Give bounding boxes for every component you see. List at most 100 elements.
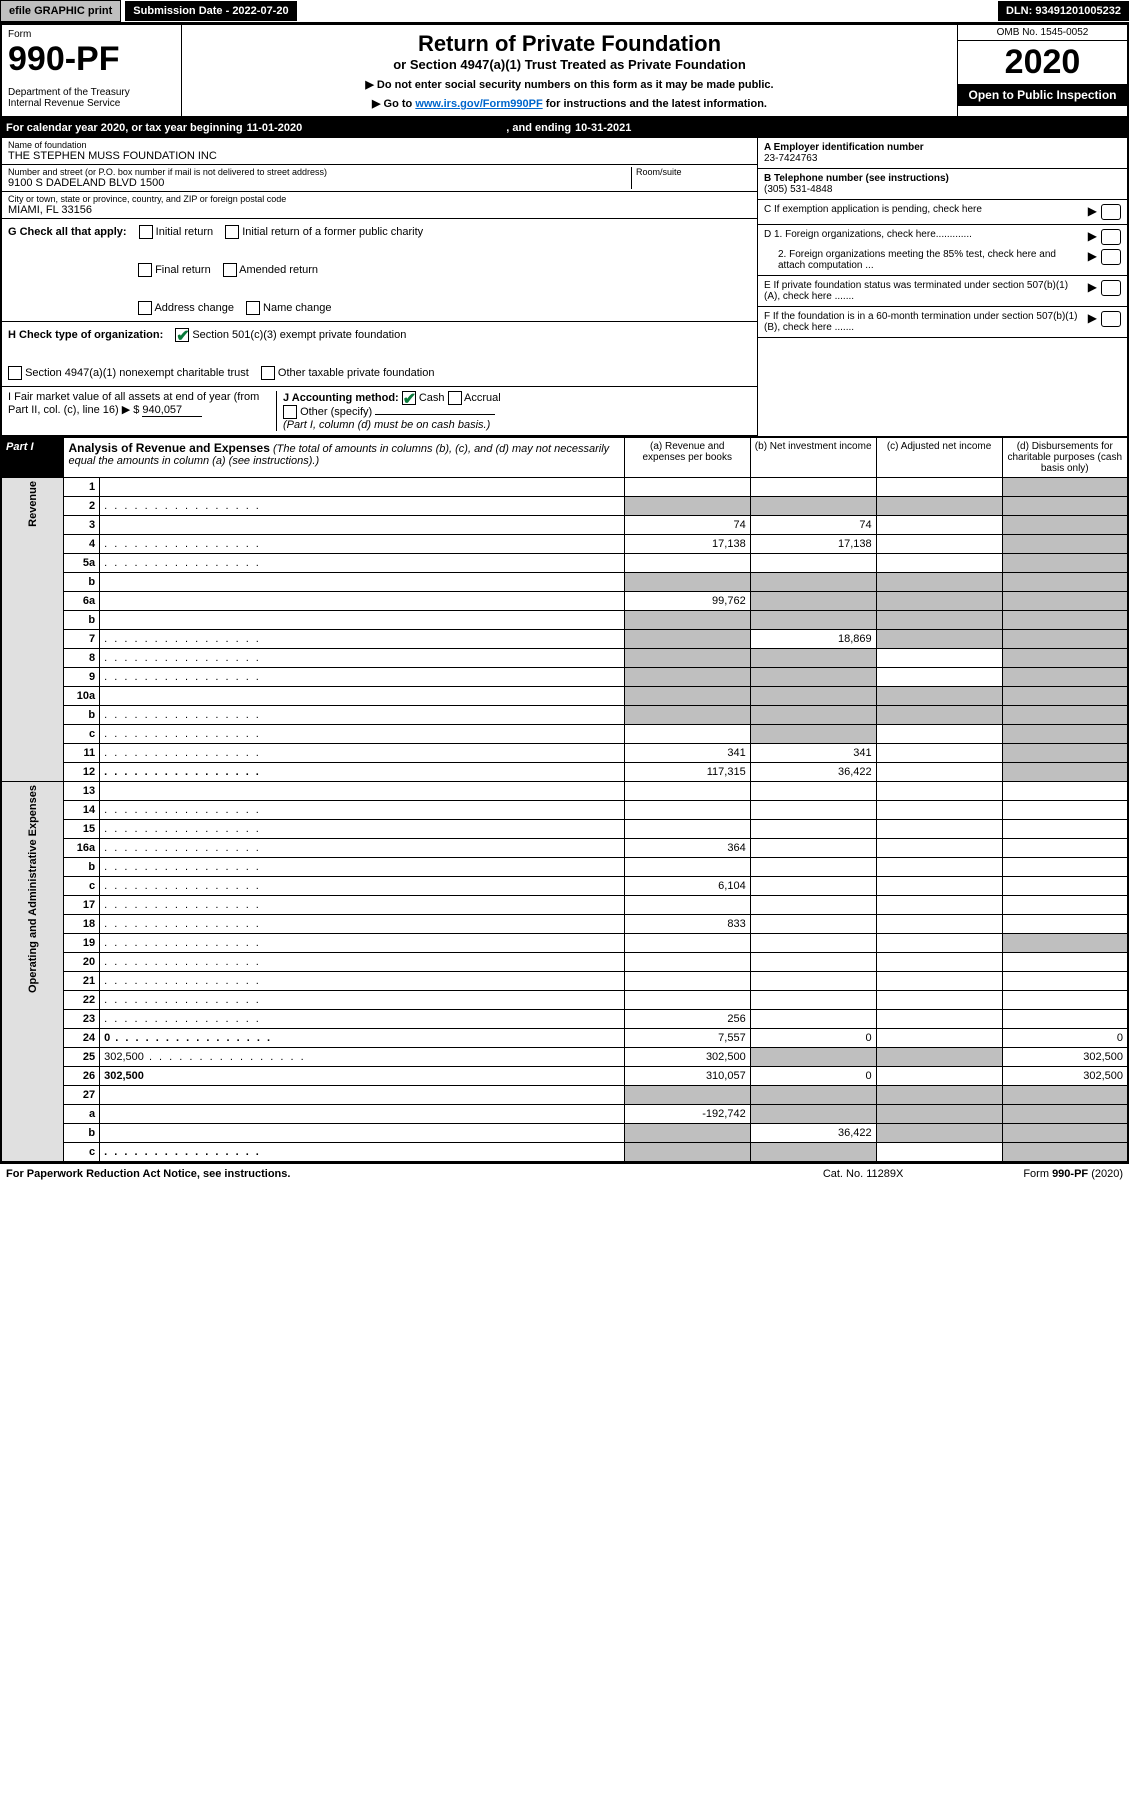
amount-col-c [876,592,1002,611]
efile-print-button[interactable]: efile GRAPHIC print [0,0,121,22]
table-row: Operating and Administrative Expenses13 [1,782,1128,801]
cash-checkbox[interactable] [402,391,416,405]
amount-col-b: 0 [750,1067,876,1086]
amount-col-c [876,725,1002,744]
part1-table: Part I Analysis of Revenue and Expenses … [0,436,1129,1163]
table-row: 37474 [1,516,1128,535]
amended-return-checkbox[interactable] [223,263,237,277]
amount-col-b [750,820,876,839]
open-inspection: Open to Public Inspection [958,84,1127,106]
line-description [100,782,625,801]
part1-title: Analysis of Revenue and Expenses [68,441,269,455]
f-checkbox[interactable] [1101,311,1121,327]
amount-col-b: 74 [750,516,876,535]
line-description [100,763,625,782]
line-description [100,611,625,630]
address-change-checkbox[interactable] [138,301,152,315]
d-block: D 1. Foreign organizations, check here..… [758,225,1127,276]
amount-col-d [1002,820,1128,839]
amount-col-d [1002,1086,1128,1105]
d1-checkbox[interactable] [1101,229,1121,245]
line-description [100,497,625,516]
amount-col-b: 0 [750,1029,876,1048]
g-check-row: G Check all that apply: Initial return I… [2,219,757,322]
initial-former-checkbox[interactable] [225,225,239,239]
501c3-checkbox[interactable] [175,328,189,342]
line-description [100,687,625,706]
amount-col-d [1002,725,1128,744]
amount-col-c [876,687,1002,706]
amount-col-a [624,611,750,630]
address: 9100 S DADELAND BLVD 1500 [8,177,631,189]
amount-col-c [876,497,1002,516]
amount-col-c [876,1010,1002,1029]
irs-link[interactable]: www.irs.gov/Form990PF [415,98,542,110]
j-note: (Part I, column (d) must be on cash basi… [283,419,490,431]
instruction-1: ▶ Do not enter social security numbers o… [188,78,951,91]
line-number: 24 [64,1029,100,1048]
amount-col-d [1002,782,1128,801]
line-number: 16a [64,839,100,858]
table-row: b [1,573,1128,592]
initial-return-checkbox[interactable] [139,225,153,239]
other-spec-checkbox[interactable] [283,405,297,419]
amount-col-b: 17,138 [750,535,876,554]
line-number: b [64,611,100,630]
cal-end: 10-31-2021 [575,122,631,134]
amount-col-b [750,554,876,573]
e-checkbox[interactable] [1101,280,1121,296]
amount-col-b [750,953,876,972]
amount-col-c [876,1029,1002,1048]
line-description [100,535,625,554]
d2-checkbox[interactable] [1101,249,1121,265]
amount-col-d [1002,497,1128,516]
omb-number: OMB No. 1545-0052 [958,25,1127,41]
amount-col-a: 256 [624,1010,750,1029]
amount-col-d [1002,478,1128,497]
amount-col-c [876,877,1002,896]
amount-col-b [750,991,876,1010]
submission-date: Submission Date - 2022-07-20 [125,1,296,21]
final-return-checkbox[interactable] [138,263,152,277]
i-j-row: I Fair market value of all assets at end… [2,387,757,436]
accrual-checkbox[interactable] [448,391,462,405]
col-d-header: (d) Disbursements for charitable purpose… [1002,437,1128,478]
city-row: City or town, state or province, country… [2,192,757,219]
h-label: H Check type of organization: [8,329,163,341]
line-description [100,516,625,535]
table-row: b36,422 [1,1124,1128,1143]
c-checkbox[interactable] [1101,204,1121,220]
table-row: 23256 [1,1010,1128,1029]
4947-checkbox[interactable] [8,366,22,380]
amount-col-d [1002,1105,1128,1124]
amount-col-a: 364 [624,839,750,858]
part1-badge: Part I [1,437,64,478]
line-number: 8 [64,649,100,668]
amount-col-c [876,649,1002,668]
amount-col-a [624,573,750,592]
amount-col-d [1002,934,1128,953]
name-label: Name of foundation [8,140,751,150]
name-change-checkbox[interactable] [246,301,260,315]
amount-col-a [624,649,750,668]
other-taxable-checkbox[interactable] [261,366,275,380]
amount-col-a [624,858,750,877]
amount-col-b [750,1048,876,1067]
amount-col-b [750,1010,876,1029]
line-number: c [64,725,100,744]
line-number: 26 [64,1067,100,1086]
f-block: F If the foundation is in a 60-month ter… [758,307,1127,338]
line-number: b [64,573,100,592]
table-row: 15 [1,820,1128,839]
amount-col-d [1002,573,1128,592]
line-number: 3 [64,516,100,535]
amount-col-d [1002,554,1128,573]
amount-col-b [750,497,876,516]
table-row: 6a99,762 [1,592,1128,611]
city-label: City or town, state or province, country… [8,194,751,204]
amount-col-d [1002,592,1128,611]
d1-label: D 1. Foreign organizations, check here..… [764,229,1084,245]
j-opt-0: Cash [419,392,445,404]
amount-col-c [876,516,1002,535]
addr-label: Number and street (or P.O. box number if… [8,167,631,177]
